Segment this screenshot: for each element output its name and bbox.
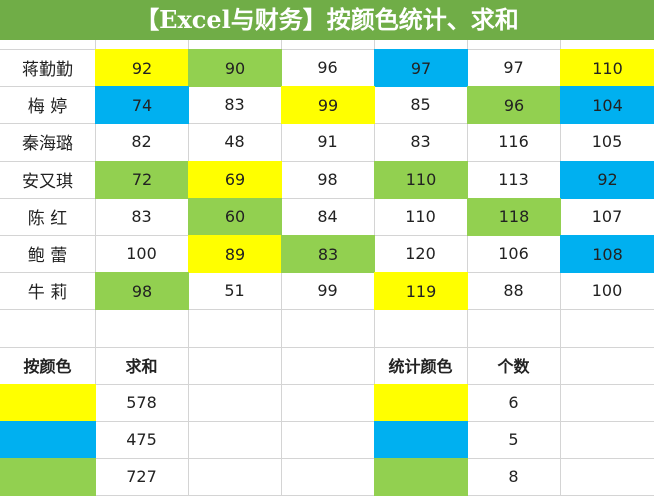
- row-name: 安又琪: [22, 171, 73, 192]
- value-cell: 120: [405, 244, 436, 264]
- value-cell: 92: [95, 49, 189, 88]
- value-cell: 92: [560, 160, 654, 199]
- color-swatch: [0, 421, 96, 460]
- sum-cell: 578: [126, 392, 157, 412]
- grid-line: [0, 383, 654, 385]
- row-name: 鲍 蕾: [27, 246, 68, 267]
- value-cell: 110: [374, 160, 468, 199]
- value-cell: 119: [374, 272, 468, 311]
- value-cell: 83: [131, 206, 152, 226]
- column-header: 按颜色: [23, 357, 72, 377]
- value-cell: 97: [374, 49, 468, 88]
- value-cell: 96: [317, 58, 338, 78]
- value-cell: 110: [560, 49, 654, 88]
- color-swatch: [374, 421, 468, 460]
- value-cell: 100: [126, 244, 157, 264]
- value-cell: 83: [224, 95, 245, 115]
- value-cell: 116: [498, 132, 529, 152]
- value-cell: 108: [560, 235, 654, 274]
- column-header: 求和: [125, 357, 158, 377]
- column-header: 统计颜色: [388, 357, 453, 377]
- value-cell: 107: [591, 206, 623, 226]
- color-swatch: [0, 458, 96, 496]
- sum-cell: 727: [126, 467, 157, 487]
- value-cell: 88: [503, 281, 524, 301]
- grid-line: [0, 346, 654, 348]
- value-cell: 97: [503, 58, 524, 78]
- value-cell: 89: [188, 235, 282, 274]
- value-cell: 96: [467, 86, 561, 125]
- grid-line: [95, 40, 96, 496]
- value-cell: 82: [131, 132, 152, 152]
- value-cell: 60: [188, 197, 282, 236]
- count-cell: 8: [508, 467, 519, 487]
- color-swatch: [374, 383, 468, 422]
- title: 【Excel与财务】按颜色统计、求和: [0, 0, 654, 40]
- value-cell: 99: [317, 281, 338, 301]
- row-name: 秦海璐: [22, 134, 73, 155]
- value-cell: 100: [591, 281, 623, 301]
- grid-line: [0, 197, 654, 199]
- color-swatch: [374, 458, 468, 496]
- row-name: 梅 婷: [27, 97, 68, 118]
- value-cell: 110: [405, 206, 436, 226]
- value-cell: 99: [281, 86, 375, 125]
- grid-line: [0, 49, 654, 50]
- count-cell: 5: [508, 430, 519, 450]
- grid-line: [0, 421, 654, 422]
- value-cell: 98: [317, 169, 338, 189]
- value-cell: 105: [591, 132, 623, 152]
- value-cell: 83: [410, 132, 431, 152]
- value-cell: 69: [188, 160, 282, 199]
- value-cell: 85: [410, 95, 431, 115]
- value-cell: 51: [224, 281, 245, 301]
- value-cell: 98: [95, 272, 189, 311]
- value-cell: 106: [498, 244, 529, 264]
- value-cell: 90: [188, 49, 282, 88]
- grid-line: [0, 309, 654, 311]
- row-name: 陈 红: [27, 208, 68, 229]
- value-cell: 84: [317, 206, 338, 226]
- value-cell: 74: [95, 86, 189, 125]
- row-name: 牛 莉: [27, 283, 68, 304]
- value-cell: 48: [224, 132, 245, 152]
- grid-line: [0, 458, 654, 460]
- row-name: 蒋勤勤: [22, 60, 73, 81]
- count-cell: 6: [508, 392, 519, 412]
- value-cell: 83: [281, 235, 375, 274]
- color-swatch: [0, 383, 96, 422]
- value-cell: 113: [498, 169, 529, 189]
- sum-cell: 475: [126, 430, 157, 450]
- value-cell: 104: [560, 86, 654, 125]
- grid-line: [467, 40, 468, 496]
- value-cell: 118: [467, 197, 561, 236]
- column-header: 个数: [497, 357, 530, 377]
- value-cell: 72: [95, 160, 189, 199]
- grid-line: [0, 160, 654, 162]
- value-cell: 91: [317, 132, 338, 152]
